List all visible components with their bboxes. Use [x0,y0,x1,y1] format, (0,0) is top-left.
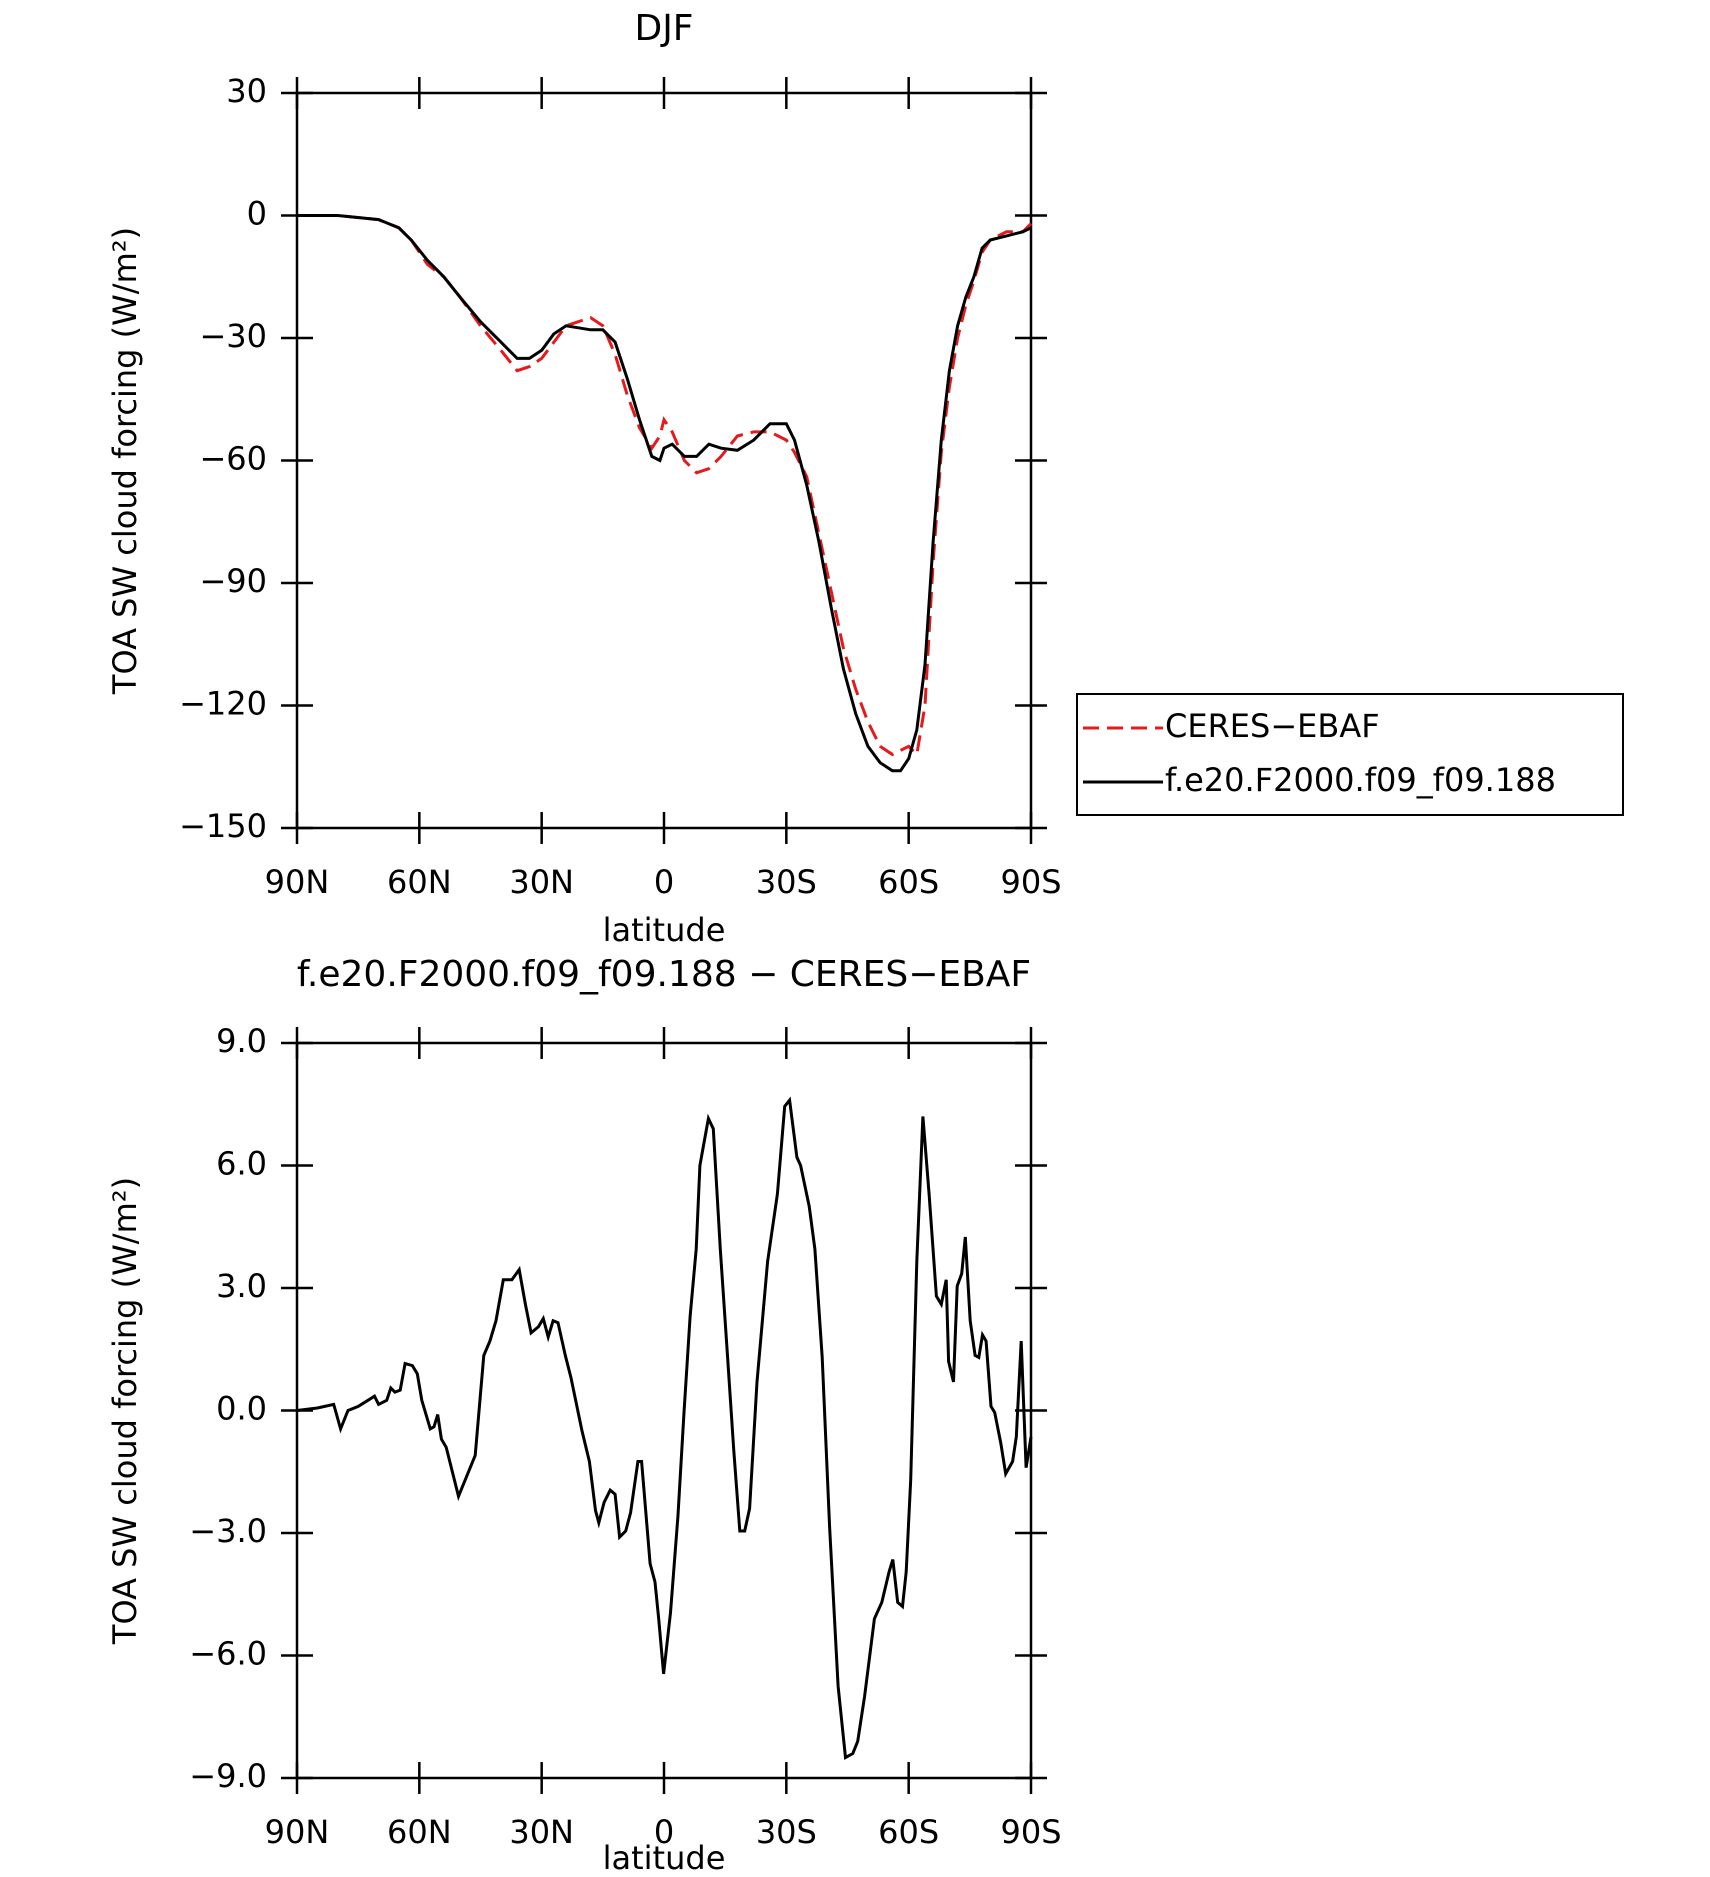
chart-title: f.e20.F2000.f09_f09.188 − CERES−EBAF [297,954,1031,995]
y-tick-label: 30 [226,72,267,110]
y-tick-label: −150 [179,807,267,845]
x-tick-label: 60S [878,1813,939,1851]
x-tick-label: 90N [265,863,330,901]
x-tick-label: 30N [509,1813,574,1851]
chart-title: DJF [634,8,693,49]
y-axis-label: TOA SW cloud forcing (W/m²) [106,1177,144,1645]
x-tick-label: 60N [387,1813,452,1851]
data-line [297,214,1033,758]
y-tick-label: 6.0 [216,1145,267,1183]
x-tick-label: 90S [1000,863,1061,901]
x-tick-label: 60N [387,863,452,901]
x-tick-label: 60S [878,863,939,901]
y-tick-label: −90 [199,562,267,600]
y-tick-label: 3.0 [216,1267,267,1305]
x-tick-label: 90S [1000,1813,1061,1851]
x-tick-label: 30S [756,863,817,901]
y-tick-label: −30 [199,317,267,355]
y-tick-label: −3.0 [189,1512,267,1550]
legend-label: CERES−EBAF [1165,707,1380,745]
y-tick-label: −9.0 [189,1757,267,1795]
x-tick-label: 0 [654,863,674,901]
x-tick-label: 0 [654,1813,674,1851]
y-tick-label: 0.0 [216,1390,267,1428]
data-line [297,214,1032,773]
x-tick-label: 30N [509,863,574,901]
x-axis-label: latitude [603,911,726,949]
x-tick-label: 30S [756,1813,817,1851]
x-axis-label: latitude [603,1839,726,1877]
y-tick-label: −120 [179,685,267,723]
plot-frame [295,91,1033,830]
legend-label: f.e20.F2000.f09_f09.188 [1165,761,1556,799]
y-tick-label: −60 [199,440,267,478]
data-line [296,1096,1033,1761]
y-tick-label: −6.0 [189,1635,267,1673]
y-tick-label: 9.0 [216,1022,267,1060]
x-tick-label: 90N [265,1813,330,1851]
legend-box [1076,693,1624,816]
y-tick-label: 0 [247,195,267,233]
y-axis-label: TOA SW cloud forcing (W/m²) [106,227,144,695]
